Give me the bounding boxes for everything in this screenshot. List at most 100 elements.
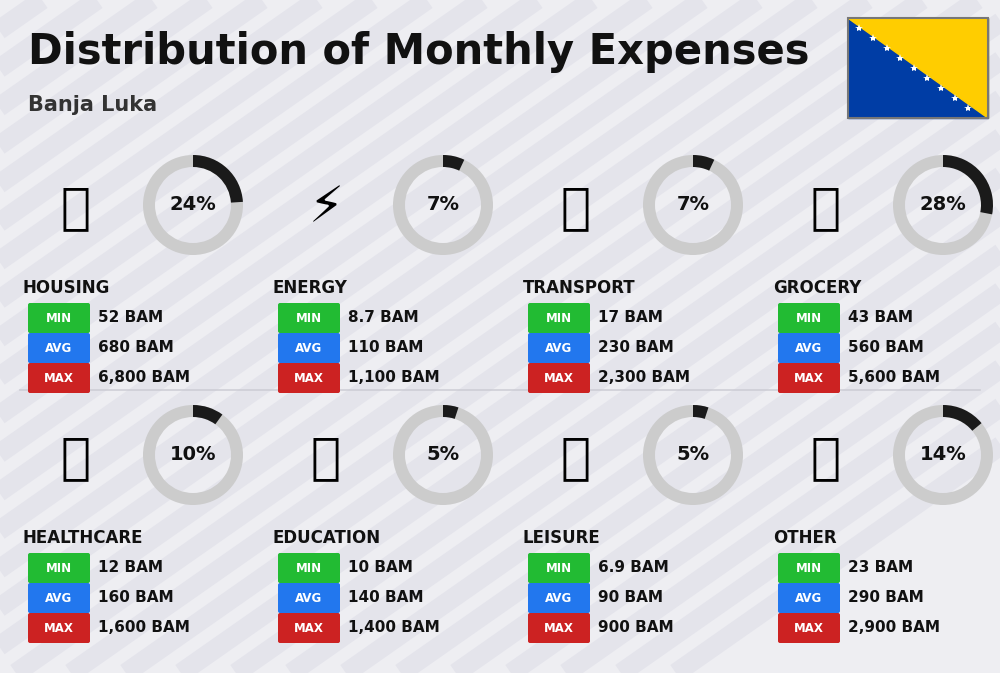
FancyBboxPatch shape bbox=[528, 363, 590, 393]
Text: 110 BAM: 110 BAM bbox=[348, 341, 423, 355]
FancyBboxPatch shape bbox=[528, 553, 590, 583]
Wedge shape bbox=[143, 405, 243, 505]
Text: 680 BAM: 680 BAM bbox=[98, 341, 174, 355]
FancyBboxPatch shape bbox=[528, 613, 590, 643]
Text: 🚌: 🚌 bbox=[561, 184, 591, 232]
Text: MIN: MIN bbox=[46, 312, 72, 324]
Text: 2,300 BAM: 2,300 BAM bbox=[598, 371, 690, 386]
Text: MIN: MIN bbox=[546, 312, 572, 324]
Wedge shape bbox=[893, 405, 993, 505]
Polygon shape bbox=[848, 18, 988, 118]
Text: 43 BAM: 43 BAM bbox=[848, 310, 913, 326]
Text: MAX: MAX bbox=[294, 621, 324, 635]
Text: MIN: MIN bbox=[296, 312, 322, 324]
Text: 🏥: 🏥 bbox=[61, 434, 91, 482]
FancyBboxPatch shape bbox=[278, 303, 340, 333]
FancyBboxPatch shape bbox=[278, 363, 340, 393]
Text: 12 BAM: 12 BAM bbox=[98, 561, 163, 575]
Text: Banja Luka: Banja Luka bbox=[28, 95, 157, 115]
Text: AVG: AVG bbox=[545, 592, 573, 604]
FancyBboxPatch shape bbox=[28, 363, 90, 393]
Text: GROCERY: GROCERY bbox=[773, 279, 861, 297]
Text: 23 BAM: 23 BAM bbox=[848, 561, 913, 575]
FancyBboxPatch shape bbox=[28, 553, 90, 583]
Wedge shape bbox=[943, 155, 993, 215]
FancyBboxPatch shape bbox=[778, 583, 840, 613]
Wedge shape bbox=[643, 405, 743, 505]
Wedge shape bbox=[943, 405, 982, 431]
Text: 🎓: 🎓 bbox=[311, 434, 341, 482]
Wedge shape bbox=[443, 155, 464, 171]
Text: HEALTHCARE: HEALTHCARE bbox=[23, 529, 144, 547]
FancyBboxPatch shape bbox=[278, 613, 340, 643]
Wedge shape bbox=[193, 405, 222, 424]
FancyBboxPatch shape bbox=[278, 583, 340, 613]
FancyBboxPatch shape bbox=[28, 583, 90, 613]
Wedge shape bbox=[693, 405, 708, 419]
Text: MAX: MAX bbox=[44, 371, 74, 384]
Wedge shape bbox=[393, 405, 493, 505]
Text: 160 BAM: 160 BAM bbox=[98, 590, 174, 606]
Text: EDUCATION: EDUCATION bbox=[273, 529, 381, 547]
Text: AVG: AVG bbox=[295, 341, 323, 355]
Text: 24%: 24% bbox=[170, 195, 216, 215]
FancyBboxPatch shape bbox=[278, 553, 340, 583]
Wedge shape bbox=[193, 155, 243, 203]
Text: MAX: MAX bbox=[544, 621, 574, 635]
FancyBboxPatch shape bbox=[778, 303, 840, 333]
Text: 🛍: 🛍 bbox=[561, 434, 591, 482]
FancyBboxPatch shape bbox=[528, 303, 590, 333]
Text: 6.9 BAM: 6.9 BAM bbox=[598, 561, 669, 575]
Wedge shape bbox=[643, 155, 743, 255]
Text: 5%: 5% bbox=[676, 446, 710, 464]
Text: MIN: MIN bbox=[796, 561, 822, 575]
FancyBboxPatch shape bbox=[28, 613, 90, 643]
Text: 1,600 BAM: 1,600 BAM bbox=[98, 621, 190, 635]
FancyBboxPatch shape bbox=[528, 583, 590, 613]
Text: HOUSING: HOUSING bbox=[23, 279, 110, 297]
Text: 14%: 14% bbox=[920, 446, 966, 464]
Text: MIN: MIN bbox=[296, 561, 322, 575]
Text: AVG: AVG bbox=[795, 341, 823, 355]
Text: ENERGY: ENERGY bbox=[273, 279, 348, 297]
Text: 290 BAM: 290 BAM bbox=[848, 590, 924, 606]
Text: MAX: MAX bbox=[294, 371, 324, 384]
Wedge shape bbox=[393, 155, 493, 255]
Text: ⚡: ⚡ bbox=[308, 184, 344, 232]
Text: TRANSPORT: TRANSPORT bbox=[523, 279, 636, 297]
Text: AVG: AVG bbox=[45, 592, 73, 604]
Text: MAX: MAX bbox=[44, 621, 74, 635]
Wedge shape bbox=[143, 155, 243, 255]
Text: 💰: 💰 bbox=[811, 434, 841, 482]
Text: 17 BAM: 17 BAM bbox=[598, 310, 663, 326]
Text: 90 BAM: 90 BAM bbox=[598, 590, 663, 606]
Text: 10%: 10% bbox=[170, 446, 216, 464]
Text: 2,900 BAM: 2,900 BAM bbox=[848, 621, 940, 635]
Text: 140 BAM: 140 BAM bbox=[348, 590, 424, 606]
Text: 230 BAM: 230 BAM bbox=[598, 341, 674, 355]
Wedge shape bbox=[693, 155, 714, 171]
Text: 28%: 28% bbox=[920, 195, 966, 215]
Text: MAX: MAX bbox=[794, 371, 824, 384]
Text: OTHER: OTHER bbox=[773, 529, 837, 547]
Text: AVG: AVG bbox=[45, 341, 73, 355]
FancyBboxPatch shape bbox=[278, 333, 340, 363]
Text: 1,100 BAM: 1,100 BAM bbox=[348, 371, 440, 386]
FancyBboxPatch shape bbox=[28, 303, 90, 333]
Text: 560 BAM: 560 BAM bbox=[848, 341, 924, 355]
Text: LEISURE: LEISURE bbox=[523, 529, 601, 547]
Text: 🛒: 🛒 bbox=[811, 184, 841, 232]
FancyBboxPatch shape bbox=[778, 553, 840, 583]
Text: Distribution of Monthly Expenses: Distribution of Monthly Expenses bbox=[28, 31, 810, 73]
Wedge shape bbox=[893, 155, 993, 255]
Text: 7%: 7% bbox=[676, 195, 710, 215]
Text: AVG: AVG bbox=[795, 592, 823, 604]
FancyBboxPatch shape bbox=[778, 333, 840, 363]
Text: MIN: MIN bbox=[46, 561, 72, 575]
Text: 5%: 5% bbox=[426, 446, 460, 464]
Text: 5,600 BAM: 5,600 BAM bbox=[848, 371, 940, 386]
FancyBboxPatch shape bbox=[28, 333, 90, 363]
Text: 🏢: 🏢 bbox=[61, 184, 91, 232]
Text: 10 BAM: 10 BAM bbox=[348, 561, 413, 575]
Text: AVG: AVG bbox=[545, 341, 573, 355]
